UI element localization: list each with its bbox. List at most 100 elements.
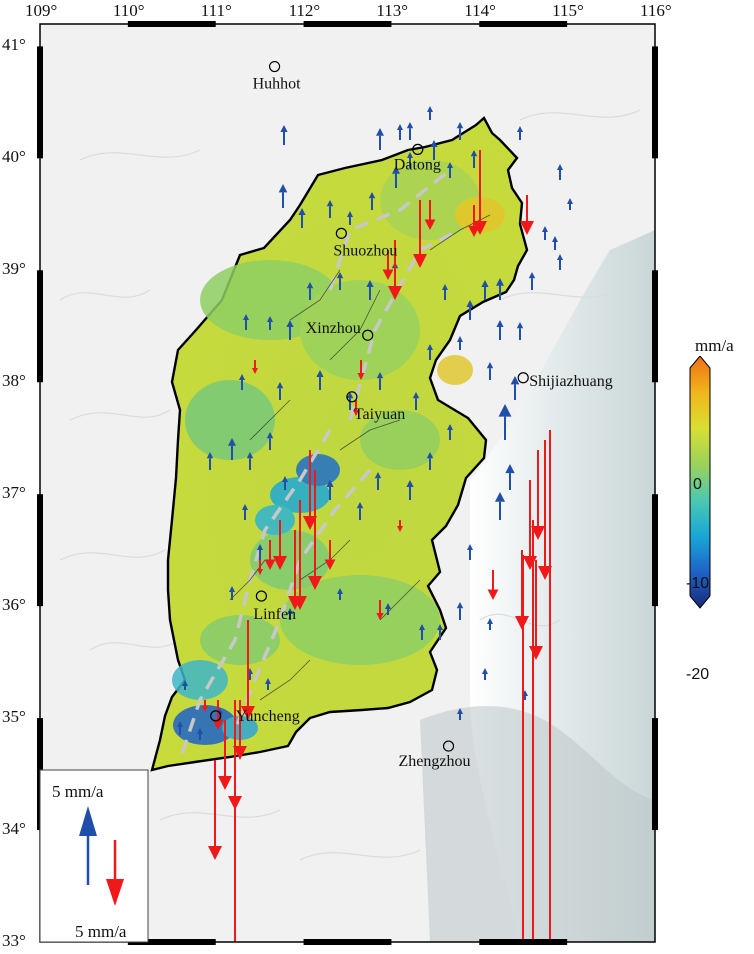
- uplift-arrow: [467, 544, 473, 560]
- uplift-arrow: [456, 602, 464, 620]
- colorbar-tick-label: 0: [693, 475, 702, 493]
- uplift-arrow: [182, 680, 188, 690]
- subsidence-arrow: [397, 520, 403, 532]
- frame-tick-segment: [127, 939, 216, 945]
- uplift-arrow: [326, 200, 334, 218]
- uplift-arrow: [517, 126, 523, 140]
- uplift-arrow: [427, 106, 433, 120]
- frame-tick-segment: [479, 939, 568, 945]
- legend-down-label: 5 mm/a: [75, 922, 127, 941]
- colorbar-tick-label: -10: [686, 574, 710, 592]
- uplift-arrow: [197, 728, 203, 740]
- city-marker: [210, 710, 222, 722]
- uplift-arrow: [557, 254, 563, 270]
- uplift-arrow: [337, 588, 343, 600]
- subsidence-arrow: [308, 470, 322, 590]
- city-marker: [255, 590, 267, 602]
- lat-tick-label: 36°: [2, 595, 26, 615]
- subsidence-arrow: [241, 620, 255, 720]
- uplift-arrow: [498, 404, 512, 440]
- uplift-arrow: [376, 372, 384, 390]
- lon-tick-label: 114°: [464, 1, 496, 20]
- colorbar: [689, 356, 711, 609]
- uplift-arrow: [510, 376, 520, 400]
- legend-box: [39, 769, 149, 943]
- subsidence-arrow: [288, 530, 302, 610]
- uplift-arrow: [412, 392, 420, 410]
- uplift-arrow: [487, 618, 493, 630]
- uplift-arrow: [447, 424, 453, 440]
- city-label: Huhhot: [253, 76, 302, 93]
- uplift-arrow: [430, 140, 438, 160]
- uplift-arrow: [267, 316, 273, 330]
- uplift-arrow: [457, 336, 463, 350]
- lat-tick-label: 38°: [2, 371, 26, 391]
- uplift-arrow: [466, 300, 474, 320]
- subsidence-arrow: [353, 400, 359, 416]
- city-label: Shuozhou: [333, 242, 397, 259]
- uplift-arrow: [528, 272, 536, 290]
- uplift-arrow: [447, 162, 453, 178]
- uplift-arrow: [177, 721, 183, 735]
- city-label: Datong: [394, 156, 441, 173]
- uplift-arrow: [397, 124, 403, 140]
- lat-tick-label: 34°: [2, 819, 26, 839]
- lat-tick-label: 35°: [2, 707, 26, 727]
- legend-up-label: 5 mm/a: [52, 782, 104, 801]
- lon-tick-label: 115°: [552, 1, 584, 20]
- uplift-arrow: [239, 374, 245, 390]
- velocity-arrows: [177, 106, 573, 942]
- frame-tick-segment: [479, 21, 568, 27]
- uplift-arrow: [326, 480, 334, 500]
- subsidence-arrow: [538, 440, 552, 580]
- uplift-arrow: [280, 125, 288, 145]
- city-label: Xinzhou: [306, 320, 361, 337]
- uplift-arrow: [496, 320, 504, 340]
- uplift-arrow: [427, 344, 433, 360]
- lon-tick-label: 112°: [288, 1, 321, 20]
- uplift-arrow: [486, 362, 494, 380]
- uplift-arrow: [406, 480, 414, 500]
- city-label: Zhengzhou: [399, 753, 471, 770]
- uplift-arrow: [470, 150, 478, 168]
- lat-tick-label: 40°: [2, 147, 26, 167]
- subsidence-arrow: [273, 520, 287, 570]
- city-label: Shijiazhuang: [529, 373, 613, 390]
- subsidence-arrow: [233, 700, 247, 760]
- city-markers: Huhhot Datong Shuozhou Xinzhou Taiyuan Shijia…: [210, 60, 613, 770]
- subsidence-arrow: [382, 250, 394, 280]
- uplift-arrow: [298, 208, 306, 228]
- uplift-arrow: [376, 128, 384, 150]
- uplift-arrow: [346, 392, 354, 410]
- subsidence-arrow: [388, 240, 402, 300]
- subsidence-arrow: [324, 540, 336, 570]
- uplift-arrow: [542, 226, 548, 240]
- subsidence-arrow: [257, 560, 263, 575]
- uplift-arrow: [392, 166, 400, 188]
- uplift-arrow: [265, 678, 271, 690]
- frame-ticks: [37, 21, 658, 945]
- uplift-arrow: [516, 322, 524, 340]
- subsidence-arrow: [212, 700, 224, 730]
- uplift-arrow: [276, 382, 284, 400]
- uplift-arrow: [287, 608, 293, 620]
- uplift-arrow: [406, 122, 414, 140]
- uplift-arrow: [374, 472, 382, 490]
- uplift-arrow: [316, 370, 324, 390]
- subsidence-arrow: [413, 200, 427, 268]
- uplift-arrow: [336, 272, 344, 290]
- uplift-arrow: [482, 668, 488, 680]
- subsidence-arrow: [473, 150, 487, 235]
- frame-tick-segment: [37, 494, 43, 607]
- uplift-arrow: [368, 192, 376, 210]
- subsidence-arrow: [468, 205, 480, 237]
- subsidence-arrow: [303, 450, 317, 530]
- subsidence-arrow: [264, 540, 276, 570]
- uplift-arrow: [494, 492, 506, 520]
- subsidence-arrow: [218, 720, 232, 790]
- frame-tick-segment: [127, 21, 216, 27]
- lon-tick-label: 111°: [200, 1, 232, 20]
- subsidence-arrow: [376, 600, 384, 620]
- uplift-arrow: [242, 504, 248, 520]
